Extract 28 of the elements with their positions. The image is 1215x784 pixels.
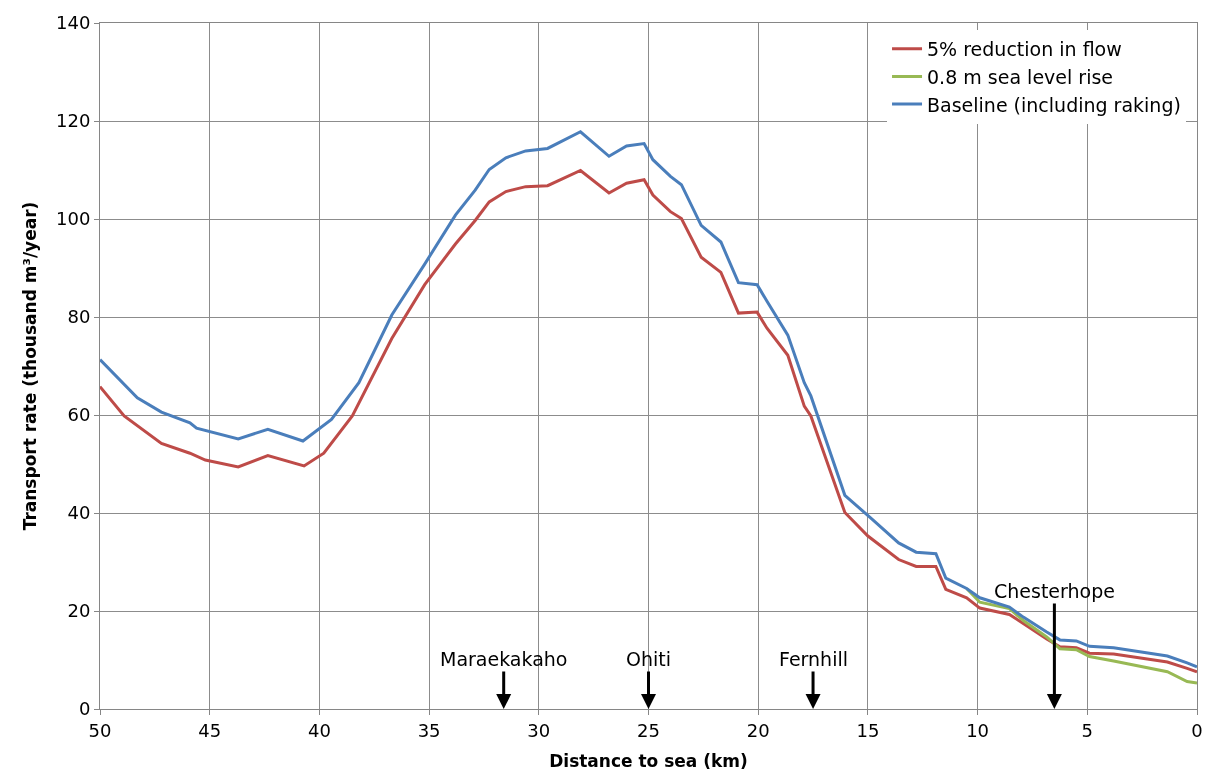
x-tick-label: 5	[1081, 719, 1094, 741]
annotation: Chesterhope	[994, 580, 1115, 602]
x-tick-label: 0	[1191, 719, 1203, 741]
x-tick-label: 35	[417, 719, 441, 741]
y-tick-label: 40	[67, 502, 91, 524]
x-tick-label: 25	[637, 719, 660, 741]
annotation: Ohiti	[626, 648, 672, 670]
x-tick-label: 20	[746, 719, 770, 741]
y-tick-label: 120	[56, 110, 91, 132]
y-tick-label: 60	[67, 404, 91, 426]
x-tick-label: 50	[88, 719, 112, 741]
annotation: Fernhill	[779, 648, 848, 670]
x-tick-label: 10	[966, 719, 990, 741]
y-tick-label: 20	[67, 600, 91, 622]
y-tick-label: 0	[78, 698, 91, 720]
x-tick-label: 30	[527, 719, 551, 741]
y-axis-title: Transport rate (thousand m³/year)	[19, 201, 40, 531]
y-tick-label: 100	[56, 208, 91, 230]
x-tick-label: 40	[307, 719, 331, 741]
x-axis-title: Distance to sea (km)	[549, 751, 748, 771]
y-tick-label: 80	[67, 306, 91, 328]
x-tick-label: 45	[198, 719, 222, 741]
y-tick-label: 140	[56, 12, 91, 34]
legend-label: 5% reduction in flow	[927, 38, 1122, 61]
legend-label: Baseline (including raking)	[927, 93, 1181, 116]
annotation: Maraekakaho	[440, 648, 568, 670]
legend-label: 0.8 m sea level rise	[927, 65, 1114, 88]
x-tick-label: 15	[856, 719, 880, 741]
